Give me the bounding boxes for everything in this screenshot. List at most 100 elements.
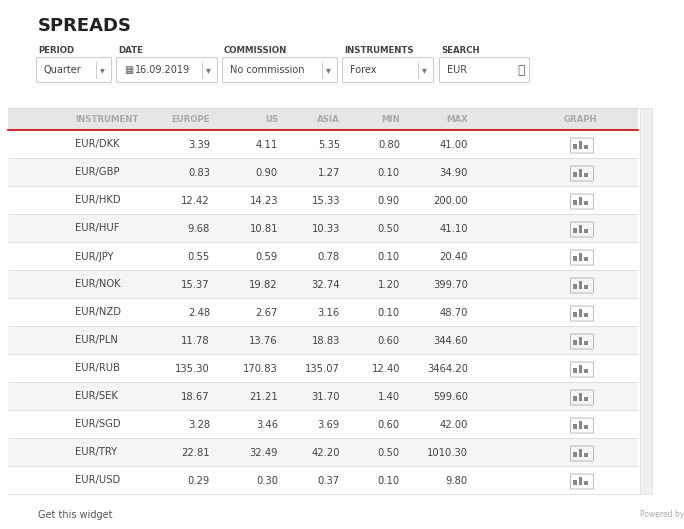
FancyBboxPatch shape [579, 477, 582, 485]
Text: EUR/JPY: EUR/JPY [75, 251, 114, 261]
Text: 1010.30: 1010.30 [427, 448, 468, 458]
Text: EUR/NZD: EUR/NZD [75, 307, 121, 317]
Text: 0.10: 0.10 [378, 251, 400, 261]
FancyBboxPatch shape [640, 108, 652, 494]
FancyBboxPatch shape [8, 270, 638, 298]
Text: 3.39: 3.39 [188, 140, 210, 150]
FancyBboxPatch shape [8, 438, 638, 466]
Text: 13.76: 13.76 [250, 335, 278, 345]
Text: 31.70: 31.70 [311, 391, 340, 402]
Text: INSTRUMENT: INSTRUMENT [75, 115, 138, 124]
Text: 34.90: 34.90 [440, 168, 468, 178]
FancyBboxPatch shape [8, 466, 638, 494]
FancyBboxPatch shape [584, 397, 588, 400]
FancyBboxPatch shape [579, 364, 582, 372]
Text: ▦: ▦ [124, 65, 133, 75]
FancyBboxPatch shape [573, 171, 577, 177]
Text: 18.83: 18.83 [312, 335, 340, 345]
Text: 0.59: 0.59 [256, 251, 278, 261]
FancyBboxPatch shape [8, 158, 638, 186]
FancyBboxPatch shape [579, 169, 582, 177]
Text: EUR/HUF: EUR/HUF [75, 223, 120, 233]
Text: 42.00: 42.00 [440, 419, 468, 430]
FancyBboxPatch shape [584, 452, 588, 457]
FancyBboxPatch shape [579, 196, 582, 205]
Text: 0.80: 0.80 [378, 140, 400, 150]
FancyBboxPatch shape [8, 354, 638, 382]
Text: 2.67: 2.67 [256, 307, 278, 317]
FancyBboxPatch shape [573, 227, 577, 233]
Text: EUR/SGD: EUR/SGD [75, 419, 120, 430]
FancyBboxPatch shape [579, 449, 582, 457]
FancyBboxPatch shape [584, 313, 588, 316]
Text: 0.60: 0.60 [378, 335, 400, 345]
Text: 599.60: 599.60 [433, 391, 468, 402]
FancyBboxPatch shape [36, 58, 111, 83]
FancyBboxPatch shape [584, 285, 588, 288]
Text: EUR: EUR [447, 65, 467, 75]
FancyBboxPatch shape [579, 141, 582, 149]
FancyBboxPatch shape [579, 252, 582, 260]
FancyBboxPatch shape [573, 143, 577, 149]
Text: 10.33: 10.33 [312, 223, 340, 233]
FancyBboxPatch shape [573, 368, 577, 372]
Text: 399.70: 399.70 [433, 279, 468, 289]
Text: INSTRUMENTS: INSTRUMENTS [344, 46, 414, 55]
Text: 48.70: 48.70 [440, 307, 468, 317]
Text: 0.50: 0.50 [378, 223, 400, 233]
Text: Quarter: Quarter [44, 65, 82, 75]
Text: 15.33: 15.33 [311, 196, 340, 205]
FancyBboxPatch shape [8, 108, 638, 130]
FancyBboxPatch shape [222, 58, 337, 83]
Text: US: US [265, 115, 278, 124]
Text: 21.21: 21.21 [249, 391, 278, 402]
Text: 32.49: 32.49 [250, 448, 278, 458]
Text: 3464.20: 3464.20 [427, 363, 468, 373]
Text: ▾: ▾ [100, 65, 105, 75]
Text: MIN: MIN [381, 115, 400, 124]
Text: SPREADS: SPREADS [38, 17, 132, 35]
FancyBboxPatch shape [584, 144, 588, 149]
FancyBboxPatch shape [573, 256, 577, 260]
Text: 0.83: 0.83 [188, 168, 210, 178]
FancyBboxPatch shape [584, 200, 588, 205]
Text: 200.00: 200.00 [434, 196, 468, 205]
Text: 18.67: 18.67 [181, 391, 210, 402]
Text: 22.81: 22.81 [181, 448, 210, 458]
Text: 1.40: 1.40 [378, 391, 400, 402]
Text: EUR/RUB: EUR/RUB [75, 363, 120, 373]
FancyBboxPatch shape [440, 58, 529, 83]
FancyBboxPatch shape [584, 257, 588, 260]
FancyBboxPatch shape [8, 410, 638, 438]
Text: 41.00: 41.00 [440, 140, 468, 150]
Text: 9.68: 9.68 [187, 223, 210, 233]
Text: 5.35: 5.35 [318, 140, 340, 150]
Text: Powered by  Dukascopy Bank SA: Powered by Dukascopy Bank SA [640, 510, 684, 519]
Text: EUR/HKD: EUR/HKD [75, 196, 120, 205]
FancyBboxPatch shape [584, 424, 588, 428]
Text: 12.42: 12.42 [181, 196, 210, 205]
FancyBboxPatch shape [8, 382, 638, 410]
FancyBboxPatch shape [584, 480, 588, 485]
Text: 41.10: 41.10 [440, 223, 468, 233]
Text: 170.83: 170.83 [244, 363, 278, 373]
Text: ▾: ▾ [422, 65, 427, 75]
Text: EUR/DKK: EUR/DKK [75, 140, 120, 150]
Text: ▾: ▾ [206, 65, 211, 75]
FancyBboxPatch shape [573, 479, 577, 485]
Text: 9.80: 9.80 [446, 476, 468, 486]
Text: 135.07: 135.07 [305, 363, 340, 373]
Text: 0.29: 0.29 [187, 476, 210, 486]
FancyBboxPatch shape [584, 172, 588, 177]
FancyBboxPatch shape [579, 280, 582, 288]
Text: EUR/USD: EUR/USD [75, 476, 120, 486]
Text: 0.90: 0.90 [256, 168, 278, 178]
FancyBboxPatch shape [584, 341, 588, 344]
Text: 32.74: 32.74 [311, 279, 340, 289]
Text: GRAPH: GRAPH [563, 115, 597, 124]
FancyBboxPatch shape [573, 312, 577, 316]
Text: 10.81: 10.81 [250, 223, 278, 233]
Text: 3.28: 3.28 [188, 419, 210, 430]
Text: ▾: ▾ [326, 65, 331, 75]
Text: 0.30: 0.30 [256, 476, 278, 486]
